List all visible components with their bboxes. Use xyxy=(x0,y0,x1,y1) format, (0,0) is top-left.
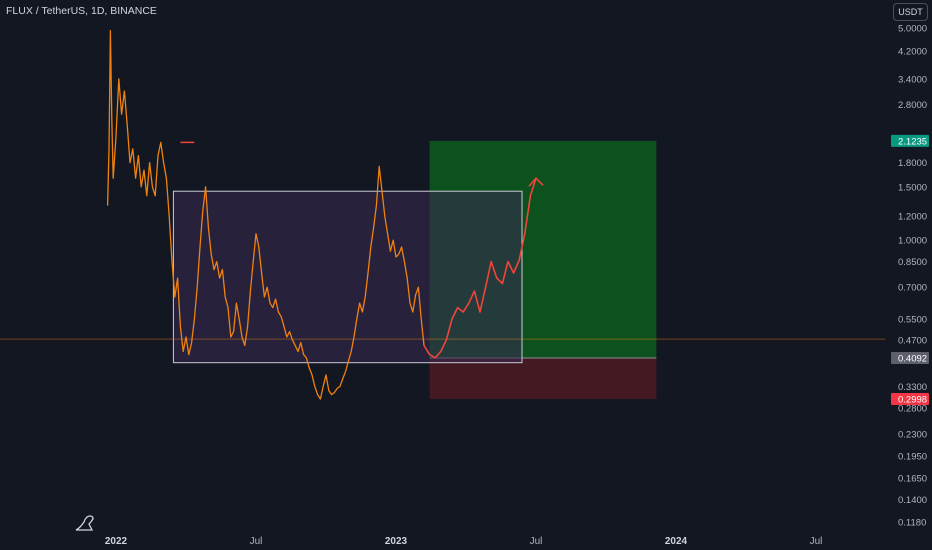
y-tick-label: 4.2000 xyxy=(898,46,927,57)
y-tick-label: 1.5000 xyxy=(898,182,927,193)
y-badge-0_2998 xyxy=(891,393,929,406)
projection-arrowhead xyxy=(528,177,544,187)
y-tick-label: 0.4700 xyxy=(898,335,927,346)
x-tick-label: 2024 xyxy=(665,536,688,547)
y-tick-label: 0.8500 xyxy=(898,257,927,268)
chart-title: FLUX / TetherUS, 1D, BINANCE xyxy=(6,5,157,17)
x-tick-label: Jul xyxy=(250,536,263,547)
price-series-0 xyxy=(106,30,425,400)
currency-button[interactable]: USDT xyxy=(893,3,928,21)
x-tick-label: Jul xyxy=(810,536,823,547)
y-tick-label: 0.4092 xyxy=(898,354,927,365)
y-tick-label: 0.1180 xyxy=(898,518,926,529)
range-box xyxy=(172,190,523,364)
y-tick-label: 3.4000 xyxy=(898,74,927,85)
y-tick-label: 0.2998 xyxy=(898,395,927,406)
y-tick-label: 1.8000 xyxy=(898,158,927,169)
y-tick-label: 0.2800 xyxy=(898,404,927,415)
y-tick-label: 0.1400 xyxy=(898,495,927,506)
y-tick-label: 0.3300 xyxy=(898,382,927,393)
y-badge-0_4092 xyxy=(891,352,929,365)
tradingview-logo-icon xyxy=(75,515,94,531)
stop-zone xyxy=(429,358,657,400)
y-tick-label: 2.1235 xyxy=(898,136,927,147)
y-tick-label: 1.2000 xyxy=(898,212,927,223)
x-tick-label: 2023 xyxy=(385,536,408,547)
y-badge-2_1235 xyxy=(891,134,929,147)
x-tick-label: 2022 xyxy=(105,536,128,547)
y-tick-label: 5.0000 xyxy=(898,24,927,35)
y-tick-label: 1.0000 xyxy=(898,236,927,247)
y-tick-label: 0.2300 xyxy=(898,429,927,440)
y-tick-label: 2.8000 xyxy=(898,100,927,111)
y-tick-label: 0.5500 xyxy=(898,315,927,326)
y-tick-label: 0.1950 xyxy=(898,451,927,462)
projection-path xyxy=(423,177,537,359)
y-tick-label: 0.7000 xyxy=(898,283,927,294)
x-tick-label: Jul xyxy=(530,536,543,547)
y-tick-label: 0.1650 xyxy=(898,473,927,484)
